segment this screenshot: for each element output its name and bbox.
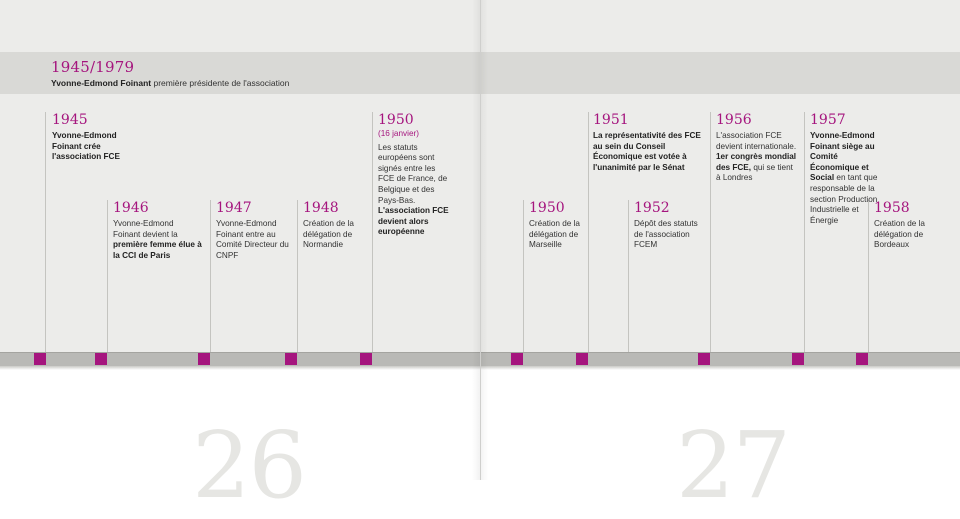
event-1951: 1951 La représentativité des FCE au sein… bbox=[593, 112, 705, 173]
event-text: Yvonne-Edmond Foinant entre au Comité Di… bbox=[216, 219, 289, 260]
timeline-marker bbox=[34, 353, 46, 365]
event-1950-january: 1950 (16 janvier) Les statuts européens … bbox=[378, 112, 452, 238]
timeline-marker bbox=[95, 353, 107, 365]
event-1947: 1947 Yvonne-Edmond Foinant entre au Comi… bbox=[216, 200, 292, 261]
connector-line bbox=[523, 200, 524, 352]
event-text-bold: Yvonne-Edmond Foinant crée l'association… bbox=[52, 131, 120, 162]
event-year: 1950 bbox=[529, 200, 565, 216]
event-year: 1952 bbox=[634, 200, 670, 216]
connector-line bbox=[297, 200, 298, 352]
timeline-marker bbox=[792, 353, 804, 365]
event-year: 1958 bbox=[874, 200, 910, 216]
timeline-marker bbox=[360, 353, 372, 365]
event-text: en tant que responsable de la section Pr… bbox=[810, 173, 878, 225]
event-date: (16 janvier) bbox=[378, 129, 419, 138]
event-text: qui se tient à Londres bbox=[716, 162, 793, 183]
connector-line bbox=[107, 200, 108, 352]
event-text: Yvonne-Edmond Foinant devient la bbox=[113, 219, 178, 239]
connector-line bbox=[588, 112, 589, 352]
event-year: 1948 bbox=[303, 200, 339, 216]
connector-line bbox=[868, 200, 869, 352]
header-years: 1945/1979 bbox=[51, 58, 135, 76]
event-year: 1956 bbox=[716, 112, 752, 128]
event-1950-marseille: 1950 Création de la délégation de Marsei… bbox=[529, 200, 585, 251]
connector-line bbox=[45, 112, 46, 352]
event-1948: 1948 Création de la délégation de Norman… bbox=[303, 200, 369, 251]
event-year: 1950 bbox=[378, 112, 414, 128]
event-1956: 1956 L'association FCE devient internati… bbox=[716, 112, 798, 184]
event-1946: 1946 Yvonne-Edmond Foinant devient la pr… bbox=[113, 200, 203, 261]
event-text-bold: première femme élue à la CCI de Paris bbox=[113, 240, 202, 260]
event-text: Dépôt des statuts de l'association FCEM bbox=[634, 219, 698, 250]
connector-line bbox=[710, 112, 711, 352]
event-text-bold: Yvonne-Edmond Foinant siège au Comité Éc… bbox=[810, 131, 875, 183]
event-1952: 1952 Dépôt des statuts de l'association … bbox=[634, 200, 706, 251]
timeline-marker bbox=[511, 353, 523, 365]
page-number-left: 26 bbox=[192, 412, 307, 519]
timeline-marker bbox=[576, 353, 588, 365]
event-text: Création de la délégation de Normandie bbox=[303, 219, 354, 250]
connector-line bbox=[372, 112, 373, 352]
event-text: L'association FCE devient internationale… bbox=[716, 131, 797, 151]
event-year: 1945 bbox=[52, 112, 88, 128]
timeline-marker bbox=[856, 353, 868, 365]
header-description: Yvonne-Edmond Foinant première président… bbox=[51, 78, 289, 88]
event-text-bold: 1er congrès mondial des FCE, bbox=[716, 152, 797, 172]
connector-line bbox=[628, 200, 629, 352]
event-text-bold: L'association FCE devient alors européen… bbox=[378, 206, 449, 237]
event-1957: 1957 Yvonne-Edmond Foinant siège au Comi… bbox=[810, 112, 882, 226]
event-text: Création de la délégation de Marseille bbox=[529, 219, 580, 250]
book-spine bbox=[480, 0, 481, 480]
event-year: 1951 bbox=[593, 112, 629, 128]
event-text: Les statuts européens sont signés entre … bbox=[378, 142, 448, 205]
connector-line bbox=[210, 200, 211, 352]
header-name: Yvonne-Edmond Foinant bbox=[51, 78, 152, 88]
event-year: 1957 bbox=[810, 112, 846, 128]
timeline-marker bbox=[698, 353, 710, 365]
page-number-right: 27 bbox=[676, 412, 791, 519]
event-1958: 1958 Création de la délégation de Bordea… bbox=[874, 200, 946, 251]
event-text-bold: La représentativité des FCE au sein du C… bbox=[593, 131, 701, 172]
event-year: 1947 bbox=[216, 200, 252, 216]
event-year: 1946 bbox=[113, 200, 149, 216]
timeline-marker bbox=[285, 353, 297, 365]
connector-line bbox=[804, 112, 805, 352]
event-text: Création de la délégation de Bordeaux bbox=[874, 219, 925, 250]
header-text: première présidente de l'association bbox=[153, 78, 290, 88]
event-1945: 1945 Yvonne-Edmond Foinant crée l'associ… bbox=[52, 112, 132, 163]
timeline-marker bbox=[198, 353, 210, 365]
